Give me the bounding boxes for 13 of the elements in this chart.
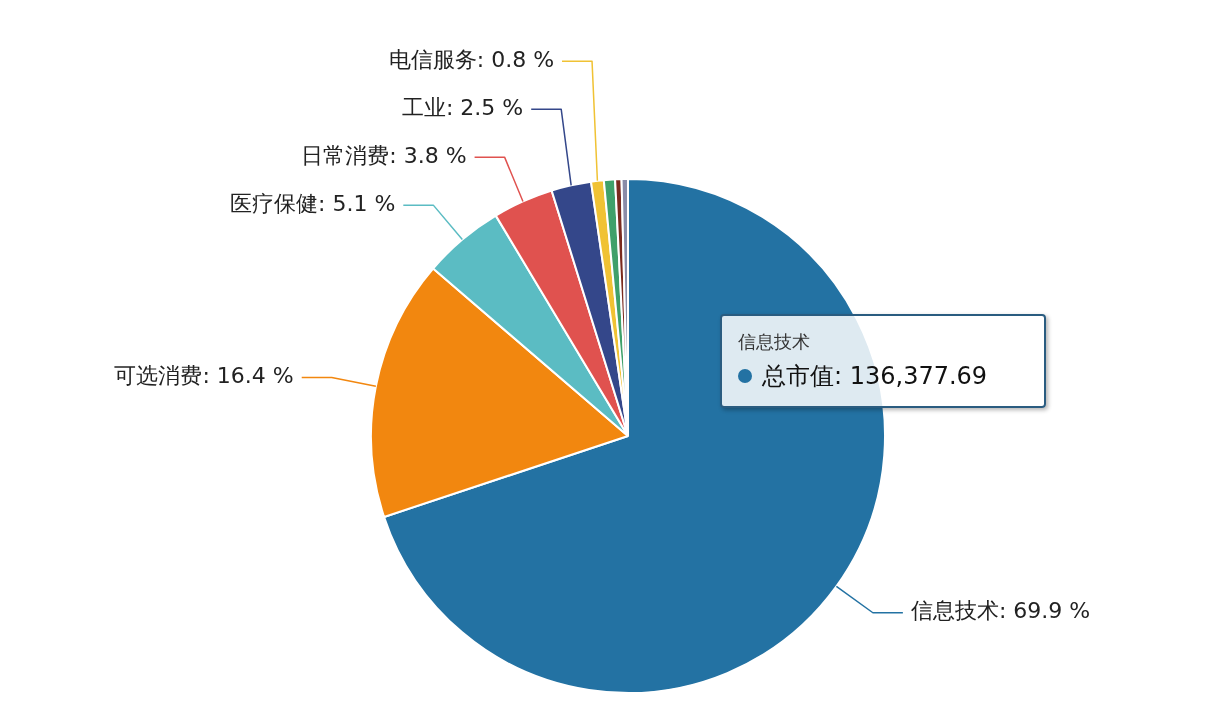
slice-label: 可选消费 xyxy=(114,363,203,389)
data-label: : 0.8 % xyxy=(476,46,555,72)
data-label: : 2.5 % xyxy=(445,94,524,120)
slice-label: 日常消费 xyxy=(301,142,390,168)
tooltip-box: 信息技术 总市值: 136,377.69 xyxy=(720,314,1046,408)
slice-label: 信息技术 xyxy=(910,598,999,624)
data-label: : 69.9 % xyxy=(998,598,1091,624)
slice-label: 工业 xyxy=(401,94,446,120)
data-label: : 5.1 % xyxy=(318,190,396,216)
data-label: : 16.4 % xyxy=(202,363,294,389)
slice-label: 医疗保健 xyxy=(230,190,319,216)
slice-label: 电信服务 xyxy=(388,46,477,72)
data-label: : 3.8 % xyxy=(389,142,467,168)
